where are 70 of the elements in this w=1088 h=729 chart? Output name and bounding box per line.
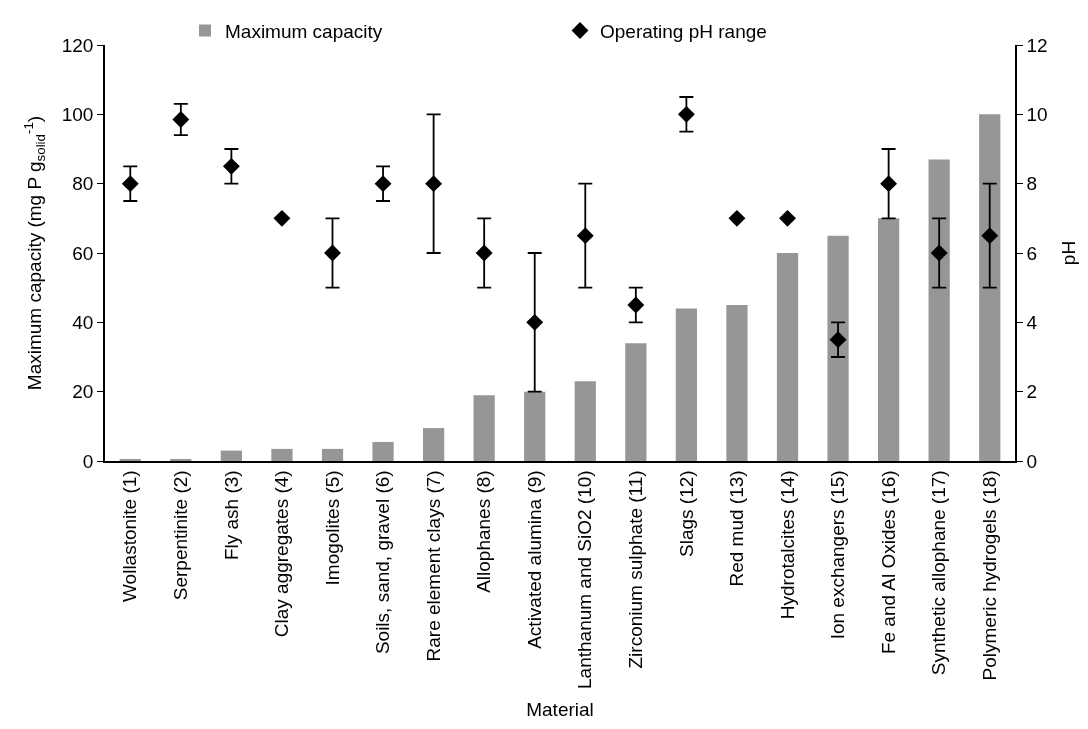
- point: [677, 105, 695, 123]
- y-tick-label: 20: [72, 381, 94, 403]
- bar: [928, 159, 950, 461]
- x-tick-label: Soils, sand, gravel (6): [372, 470, 394, 655]
- y-tick-label: 60: [72, 242, 94, 264]
- x-tick-label: Lanthanum and SiO2 (10): [574, 470, 596, 689]
- y2-tick-label: 4: [1026, 311, 1038, 333]
- x-tick-label: Hydrotalcites (14): [776, 470, 798, 620]
- point: [779, 209, 796, 227]
- x-axis-title: Material: [526, 699, 594, 721]
- x-tick-label: Synthetic allophane (17): [928, 470, 950, 676]
- x-tick-label: Slags (12): [675, 470, 697, 557]
- point: [728, 209, 746, 227]
- x-tick-label: Wollastonite (1): [119, 470, 141, 603]
- bar: [473, 395, 495, 461]
- point: [829, 331, 847, 349]
- y2-tick-label: 12: [1026, 34, 1048, 56]
- point: [981, 227, 999, 245]
- bar: [776, 253, 799, 461]
- bar: [524, 391, 546, 461]
- x-tick-label: Serpentinite (2): [170, 470, 192, 601]
- bar: [574, 381, 596, 461]
- legend-label: Maximum capacity: [225, 20, 383, 42]
- bar: [827, 235, 849, 461]
- point: [526, 313, 544, 331]
- point: [475, 244, 493, 262]
- bar: [271, 448, 293, 461]
- y-tick-label: 40: [72, 311, 94, 333]
- x-tick-label: Rare element clays (7): [422, 470, 444, 662]
- y-tick-label: 0: [82, 450, 94, 472]
- bar: [625, 343, 647, 461]
- bar: [372, 441, 394, 461]
- y2-tick-label: 6: [1026, 242, 1038, 264]
- y2-tick-label: 8: [1026, 173, 1038, 195]
- y2-tick-label: 0: [1026, 450, 1038, 472]
- x-tick-label: Ion exchangers (15): [827, 470, 849, 640]
- bar: [877, 218, 900, 461]
- point: [576, 227, 594, 245]
- bar: [726, 305, 748, 461]
- y2-axis-title: pH: [1057, 240, 1079, 266]
- point: [172, 111, 190, 128]
- point: [425, 175, 443, 193]
- y-tick-label: 80: [72, 173, 94, 195]
- point: [374, 175, 392, 193]
- point: [121, 175, 139, 193]
- bar: [979, 114, 1001, 461]
- x-tick-label: Activated alumina (9): [523, 470, 545, 649]
- point: [324, 244, 341, 262]
- x-tick-label: Imogolites (5): [321, 470, 343, 586]
- bar: [422, 428, 445, 461]
- x-tick-label: Allophanes (8): [473, 470, 495, 593]
- x-tick-label: Fe and Al Oxides (16): [877, 470, 899, 655]
- bar: [675, 308, 698, 461]
- x-tick-label: Zirconium sulphate (11): [625, 470, 647, 669]
- point: [930, 244, 948, 262]
- legend-label: Operating pH range: [600, 20, 767, 42]
- bar: [220, 450, 243, 461]
- point: [627, 296, 645, 314]
- bar: [321, 448, 344, 461]
- y-tick-label: 120: [61, 34, 94, 56]
- point: [880, 175, 898, 193]
- x-tick-label: Clay aggregates (4): [271, 470, 293, 638]
- y-tick-label: 100: [61, 103, 94, 125]
- point: [222, 157, 240, 175]
- y2-tick-label: 2: [1026, 381, 1038, 403]
- x-tick-label: Polymeric hydrogels (18): [978, 470, 1000, 681]
- point: [273, 209, 291, 227]
- y2-tick-label: 10: [1026, 103, 1048, 125]
- x-tick-label: Red mud (13): [726, 470, 748, 587]
- x-tick-label: Fly ash (3): [220, 470, 242, 561]
